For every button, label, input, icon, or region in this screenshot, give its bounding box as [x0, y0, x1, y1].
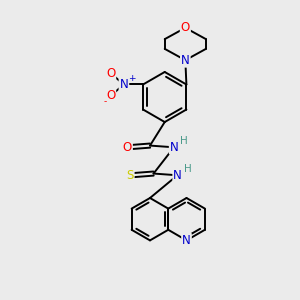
Text: O: O [106, 67, 115, 80]
Text: -: - [104, 97, 107, 106]
Text: O: O [106, 89, 115, 102]
Text: S: S [126, 169, 134, 182]
Text: N: N [181, 54, 190, 67]
Text: N: N [119, 78, 128, 91]
Text: +: + [128, 74, 136, 83]
Text: N: N [173, 169, 182, 182]
Text: N: N [182, 234, 191, 247]
Text: N: N [170, 141, 178, 154]
Text: O: O [123, 141, 132, 154]
Text: O: O [181, 21, 190, 34]
Text: H: H [184, 164, 192, 173]
Text: H: H [180, 136, 188, 146]
